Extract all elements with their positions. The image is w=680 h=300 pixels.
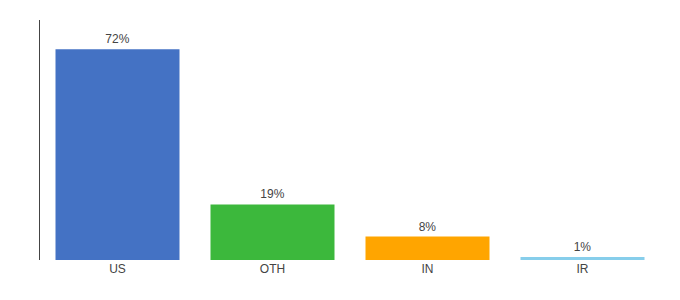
svg-text:8%: 8%: [419, 220, 437, 234]
svg-text:19%: 19%: [260, 187, 284, 201]
svg-text:IN: IN: [422, 262, 434, 276]
svg-text:IR: IR: [577, 262, 589, 276]
svg-text:OTH: OTH: [260, 262, 285, 276]
svg-text:72%: 72%: [105, 32, 129, 46]
svg-text:1%: 1%: [574, 240, 592, 254]
svg-text:US: US: [109, 262, 126, 276]
